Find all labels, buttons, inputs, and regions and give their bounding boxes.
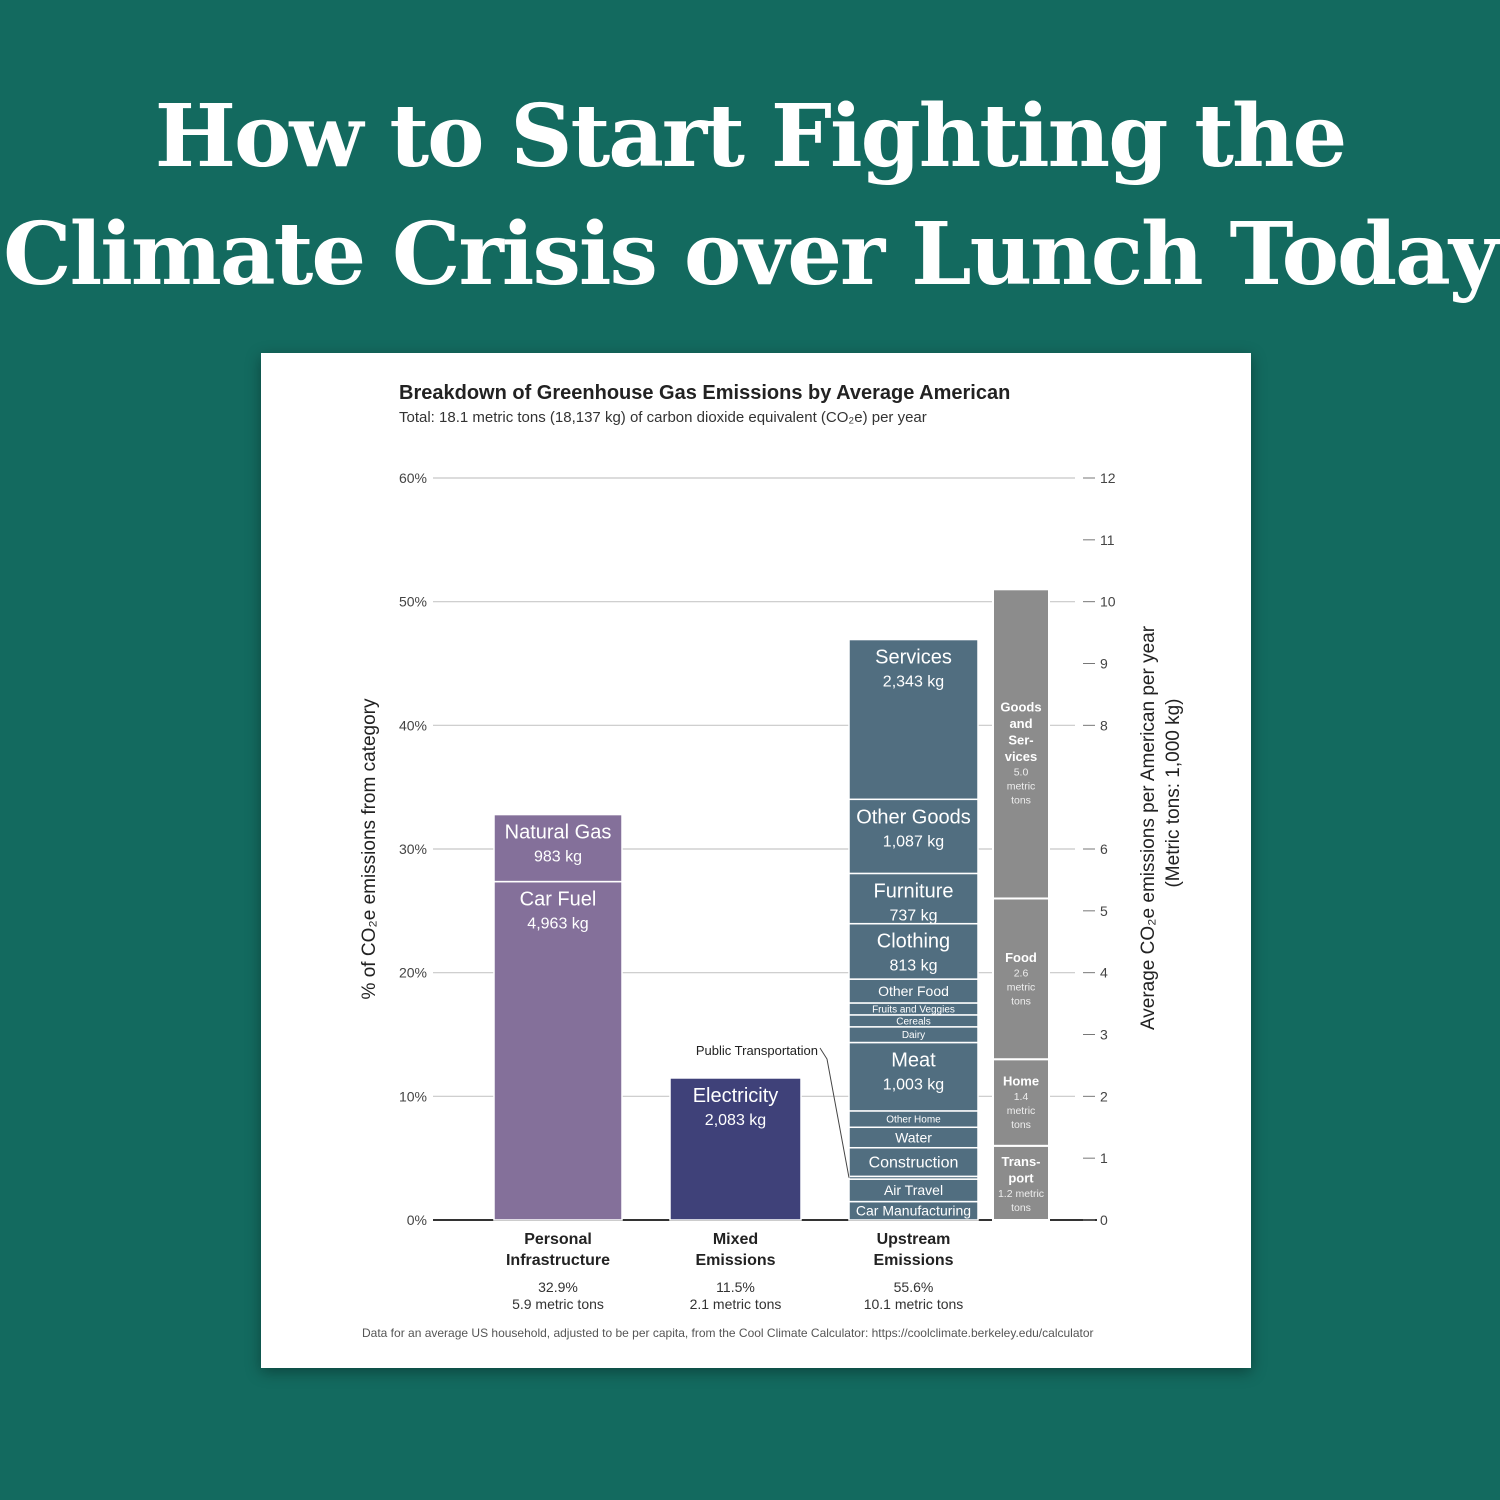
segment-label-meat: Meat bbox=[891, 1050, 936, 1072]
chart-card: Breakdown of Greenhouse Gas Emissions by… bbox=[261, 353, 1251, 1368]
group-value-trans-port-0: 1.2 metric bbox=[998, 1188, 1044, 1200]
segment-value-furniture: 737 kg bbox=[889, 907, 937, 924]
segment-value-services: 2,343 kg bbox=[883, 674, 944, 691]
group-label-trans-port-1: port bbox=[1008, 1170, 1034, 1185]
left-tick-label: 10% bbox=[399, 1088, 427, 1104]
segment-label-electricity: Electricity bbox=[693, 1085, 779, 1107]
bar-segment-other-goods bbox=[848, 798, 979, 875]
left-axis-label: % of CO₂e emissions from category bbox=[359, 698, 380, 999]
left-tick-label: 0% bbox=[407, 1212, 427, 1228]
group-value-home-2: tons bbox=[1011, 1119, 1031, 1131]
segment-label-water: Water bbox=[895, 1129, 932, 1145]
group-segment-goodsandser-vices bbox=[992, 588, 1050, 900]
emissions-chart: Breakdown of Greenhouse Gas Emissions by… bbox=[359, 382, 1184, 1340]
segment-label-other-home: Other Home bbox=[886, 1115, 941, 1126]
segment-label-air-travel: Air Travel bbox=[884, 1182, 943, 1198]
segment-value-clothing: 813 kg bbox=[889, 958, 937, 975]
group-segment-home bbox=[992, 1058, 1050, 1147]
left-tick-label: 50% bbox=[399, 594, 427, 610]
segment-label-natural-gas: Natural Gas bbox=[505, 822, 612, 844]
group-label-home: Home bbox=[1003, 1074, 1039, 1089]
segment-value-car-fuel: 4,963 kg bbox=[527, 916, 588, 933]
segment-value-meat: 1,003 kg bbox=[883, 1077, 944, 1094]
right-tick-label: 12 bbox=[1100, 470, 1116, 486]
category-tons-upstream-emissions: 10.1 metric tons bbox=[864, 1296, 964, 1312]
segment-value-natural-gas: 983 kg bbox=[534, 849, 582, 866]
group-value-goodsandser-vices-2: tons bbox=[1011, 794, 1031, 806]
segment-label-fruits-and-veggies: Fruits and Veggies bbox=[872, 1004, 955, 1015]
segment-label-dairy: Dairy bbox=[902, 1030, 925, 1041]
right-axis-label-units: (Metric tons: 1,000 kg) bbox=[1163, 698, 1184, 887]
left-tick-label: 20% bbox=[399, 965, 427, 981]
group-label-trans-port: Trans- bbox=[1001, 1154, 1040, 1169]
right-tick-label: 8 bbox=[1100, 717, 1108, 733]
right-tick-label: 9 bbox=[1100, 656, 1108, 672]
right-tick-label: 10 bbox=[1100, 594, 1116, 610]
category-label-personal-infrastructure-line2: Infrastructure bbox=[506, 1252, 610, 1269]
category-tons-personal-infrastructure: 5.9 metric tons bbox=[512, 1296, 604, 1312]
segment-value-electricity: 2,083 kg bbox=[705, 1112, 766, 1129]
segment-label-car-fuel: Car Fuel bbox=[520, 889, 597, 911]
segment-label-car-manufacturing: Car Manufacturing bbox=[856, 1203, 971, 1219]
category-label-upstream-emissions-line2: Emissions bbox=[873, 1252, 953, 1269]
group-label-goodsandser-vices-1: and bbox=[1009, 716, 1032, 731]
group-value-trans-port-1: tons bbox=[1011, 1202, 1031, 1214]
bar-segment-furniture bbox=[848, 872, 979, 925]
group-value-food-0: 2.6 bbox=[1014, 967, 1029, 979]
segment-label-other-goods: Other Goods bbox=[856, 806, 971, 828]
left-tick-label: 60% bbox=[399, 470, 427, 486]
right-tick-label: 0 bbox=[1100, 1212, 1108, 1228]
right-tick-label: 11 bbox=[1100, 532, 1115, 548]
callout-public-transportation: Public Transportation bbox=[696, 1043, 818, 1058]
headline-line-2: Climate Crisis over Lunch Today bbox=[3, 204, 1499, 305]
right-tick-label: 1 bbox=[1100, 1150, 1108, 1166]
group-label-goodsandser-vices-2: Ser- bbox=[1008, 732, 1033, 747]
bar-segment-meat bbox=[848, 1041, 979, 1112]
category-label-personal-infrastructure: Personal bbox=[524, 1231, 592, 1248]
left-tick-label: 30% bbox=[399, 841, 427, 857]
callout-leader-line bbox=[819, 1047, 850, 1178]
segment-label-services: Services bbox=[875, 647, 952, 669]
right-tick-label: 5 bbox=[1100, 903, 1108, 919]
category-label-mixed-emissions-line2: Emissions bbox=[695, 1252, 775, 1269]
right-axis-label: Average CO₂e emissions per American per … bbox=[1138, 625, 1159, 1030]
headline-line-1: How to Start Fighting the bbox=[154, 86, 1348, 187]
category-label-upstream-emissions: Upstream bbox=[877, 1231, 951, 1248]
bar-segment-natural-gas bbox=[493, 813, 623, 883]
category-percent-upstream-emissions: 55.6% bbox=[894, 1279, 934, 1295]
group-label-goodsandser-vices-3: vices bbox=[1005, 749, 1038, 764]
page-headline: How to Start Fighting the Climate Crisis… bbox=[0, 78, 1500, 314]
group-value-home-1: metric bbox=[1007, 1105, 1036, 1117]
right-tick-label: 4 bbox=[1100, 965, 1108, 981]
group-value-home-0: 1.4 bbox=[1014, 1091, 1029, 1103]
right-tick-label: 2 bbox=[1100, 1088, 1108, 1104]
right-tick-label: 3 bbox=[1100, 1027, 1108, 1043]
group-value-goodsandser-vices-1: metric bbox=[1007, 780, 1036, 792]
segment-label-furniture: Furniture bbox=[873, 880, 953, 902]
bar-segment-construction bbox=[848, 1146, 979, 1178]
bar-segment-electricity bbox=[669, 1077, 802, 1221]
segment-value-other-goods: 1,087 kg bbox=[883, 833, 944, 850]
group-label-goodsandser-vices: Goods bbox=[1000, 699, 1041, 714]
group-value-food-2: tons bbox=[1011, 995, 1031, 1007]
chart-subtitle: Total: 18.1 metric tons (18,137 kg) of c… bbox=[399, 409, 927, 426]
category-tons-mixed-emissions: 2.1 metric tons bbox=[690, 1296, 782, 1312]
segment-label-other-food: Other Food bbox=[878, 983, 949, 999]
bar-segment-services bbox=[848, 638, 979, 801]
group-value-goodsandser-vices-0: 5.0 bbox=[1014, 766, 1029, 778]
bar-segment-clothing bbox=[848, 922, 979, 980]
category-percent-personal-infrastructure: 32.9% bbox=[538, 1279, 578, 1295]
chart-title: Breakdown of Greenhouse Gas Emissions by… bbox=[399, 382, 1010, 404]
left-tick-label: 40% bbox=[399, 717, 427, 733]
chart-footnote: Data for an average US household, adjust… bbox=[362, 1326, 1094, 1340]
group-segment-trans-port bbox=[992, 1144, 1050, 1221]
segment-label-cereals: Cereals bbox=[896, 1016, 930, 1027]
category-label-mixed-emissions: Mixed bbox=[713, 1231, 758, 1248]
group-value-food-1: metric bbox=[1007, 981, 1036, 993]
segment-label-construction: Construction bbox=[869, 1155, 959, 1172]
segment-label-clothing: Clothing bbox=[877, 931, 950, 953]
group-label-food: Food bbox=[1005, 950, 1037, 965]
category-percent-mixed-emissions: 11.5% bbox=[716, 1279, 755, 1295]
right-tick-label: 6 bbox=[1100, 841, 1108, 857]
